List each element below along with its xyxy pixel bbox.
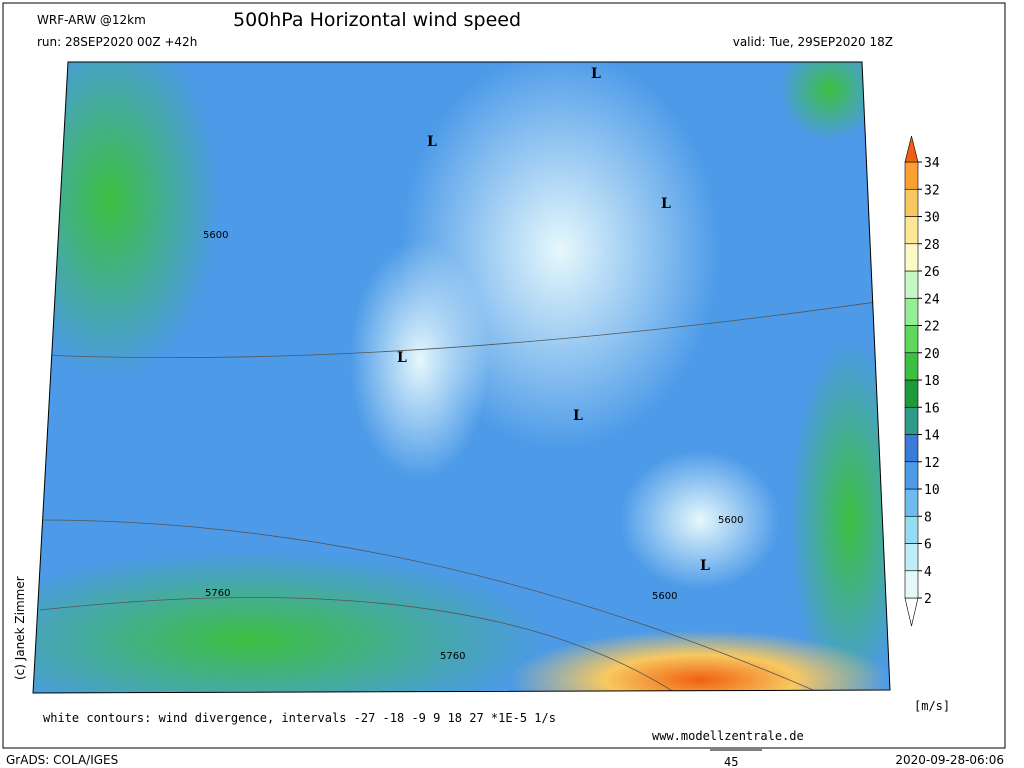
credit: (c) Janek Zimmer [13, 576, 27, 680]
title: 500hPa Horizontal wind speed [233, 9, 521, 31]
colorbar-segment [904, 188, 919, 217]
colorbar-label: 6 [924, 538, 932, 553]
colorbar-label: 16 [924, 401, 940, 416]
map [33, 62, 890, 693]
colorbar-label: 28 [924, 238, 940, 253]
colorbar-segment [904, 135, 919, 163]
colorbar-segment [904, 406, 919, 435]
site: www.modellzentrale.de [652, 729, 804, 743]
colorbar-label: 20 [924, 347, 940, 362]
colorbar-segment [904, 461, 919, 490]
colorbar-label: 22 [924, 320, 940, 335]
map-border [32, 61, 891, 694]
colorbar-label: 10 [924, 483, 940, 498]
colorbar-segment [904, 243, 919, 272]
timestamp: 2020-09-28-06:06 [895, 753, 1004, 767]
contour-label: 5600 [203, 230, 228, 241]
colorbar-segment [904, 270, 919, 299]
contour-label: 5600 [652, 591, 677, 602]
low: L [591, 66, 601, 82]
colorbar-segment [904, 161, 919, 190]
low: L [397, 350, 407, 366]
low: L [573, 408, 583, 424]
colorbar-label: 14 [924, 429, 940, 444]
low: L [427, 134, 437, 150]
colorbar-segment [904, 297, 919, 326]
colorbar-label: 26 [924, 265, 940, 280]
contour-label: 5760 [205, 588, 230, 599]
colorbar-label: 24 [924, 292, 940, 307]
colorbar-label: 2 [924, 592, 932, 607]
colorbar-segment [904, 379, 919, 408]
colorbar-segment [904, 515, 919, 544]
colorbar-segment [904, 597, 919, 627]
legend-note: white contours: wind divergence, interva… [43, 711, 556, 725]
software: GrADS: COLA/IGES [6, 753, 118, 767]
colorbar-segment [904, 543, 919, 572]
colorbar-label: 34 [924, 156, 940, 171]
colorbar-label: 18 [924, 374, 940, 389]
valid: valid: Tue, 29SEP2020 18Z [733, 35, 893, 49]
run: run: 28SEP2020 00Z +42h [37, 35, 197, 49]
colorbar-unit: [m/s] [914, 699, 950, 713]
model: WRF-ARW @12km [37, 13, 146, 27]
colorbar-segment [904, 352, 919, 381]
colorbar-label: 4 [924, 565, 932, 580]
colorbar-segment [904, 434, 919, 463]
colorbar-label: 8 [924, 510, 932, 525]
colorbar-label: 12 [924, 456, 940, 471]
colorbar-label: 32 [924, 183, 940, 198]
colorbar-label: 30 [924, 211, 940, 226]
frame [2, 2, 1006, 749]
colorbar-segment [904, 216, 919, 245]
contour-label: 5600 [718, 515, 743, 526]
low: L [700, 558, 710, 574]
contour-label: 5760 [440, 651, 465, 662]
colorbar-segment [904, 570, 919, 599]
colorbar-segment [904, 325, 919, 354]
colorbar-segment [904, 488, 919, 517]
reference-vector: 45 [724, 755, 738, 768]
low: L [661, 196, 671, 212]
